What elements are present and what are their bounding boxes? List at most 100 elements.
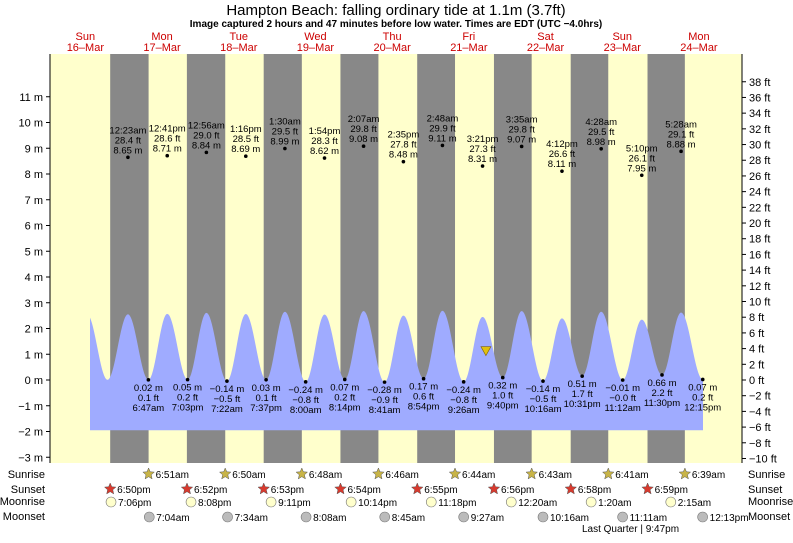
sunset-time: 6:52pm [194,485,227,496]
high-tide-time: 2:48am [427,113,459,124]
high-tide-metres: 8.31 m [468,154,497,165]
low-tide-time: 7:03pm [172,403,204,414]
sunrise-time: 6:41am [615,470,648,481]
sunrise-time: 6:48am [309,470,342,481]
high-tide-feet: 29.5 ft [588,127,615,138]
sunrise-icon [448,467,462,480]
low-tide-feet: −0.5 ft [530,394,557,405]
moonset-icon [537,511,549,523]
low-tide-feet: 0.6 ft [413,392,434,403]
high-tide-time: 1:54pm [309,126,341,137]
low-tide-feet: 0.1 ft [256,393,277,404]
right-axis-tick-label: 26 ft [749,171,770,183]
high-tide-time: 3:35am [506,114,538,125]
high-tide-metres: 8.84 m [192,140,221,151]
high-tide-feet: 29.9 ft [429,123,456,134]
sunrise-time: 6:43am [539,470,572,481]
low-tide-point [185,377,190,382]
high-tide-metres: 7.95 m [627,163,656,174]
day-date: 19–Mar [297,42,335,54]
right-axis-tick-label: 6 ft [749,328,764,340]
sunrise-icon [601,467,615,480]
high-tide-time: 3:21pm [467,134,499,145]
low-tide-time: 10:31pm [564,399,601,410]
high-tide-feet: 28.5 ft [233,134,260,145]
high-tide-point [519,144,524,149]
moonrise-time: 1:20am [598,498,631,509]
right-axis-tick-label: 8 ft [749,312,764,324]
high-tide-time: 2:35pm [388,130,420,141]
right-axis-tick-label: −10 ft [749,453,777,465]
low-tide-time: 6:47am [133,403,165,414]
low-tide-point [700,377,705,382]
low-tide-metres: 0.05 m [173,383,202,394]
high-tide-point [283,146,287,151]
high-tide-point [322,156,327,160]
day-name: Wed [304,31,326,43]
high-tide-metres: 8.98 m [587,137,616,148]
left-axis-tick-label: 1 m [25,349,43,361]
moonrise-icon [185,496,197,508]
sunset-icon [334,482,347,495]
left-axis-tick-label: 5 m [25,246,43,258]
right-axis-tick-label: 2 ft [749,359,764,371]
low-tide-feet: 0.1 ft [138,393,159,404]
low-tide-feet: 1.0 ft [492,391,513,402]
high-tide-feet: 28.3 ft [311,136,338,147]
sunset-icon [641,482,654,495]
low-tide-metres: −0.24 m [446,385,481,396]
low-tide-time: 7:22am [211,404,243,415]
low-tide-feet: −0.9 ft [371,395,398,406]
moonrise-time: 2:15am [678,498,711,509]
left-axis-tick-label: 7 m [25,195,43,207]
moonrise-icon [345,496,357,508]
left-axis-tick-label: −3 m [18,452,43,464]
high-tide-point [361,144,366,148]
low-tide-metres: 0.17 m [409,382,438,393]
high-tide-point [639,173,644,178]
low-tide-time: 11:12am [605,403,641,414]
sunset-time: 6:59pm [655,485,688,496]
sunrise-time: 6:46am [385,470,418,481]
low-tide-metres: 0.02 m [134,383,163,394]
day-date: 24–Mar [680,42,718,54]
sunrise-icon [525,467,539,480]
low-tide-metres: −0.14 m [210,384,245,395]
high-tide-point [560,169,564,173]
right-axis-tick-label: −8 ft [749,438,771,450]
moonset-row-label-right: Moonset [748,511,790,523]
high-tide-metres: 9.07 m [507,134,536,145]
high-tide-time: 1:16pm [230,124,262,135]
left-axis-tick-label: 2 m [25,324,43,336]
low-tide-metres: −0.14 m [526,384,561,395]
day-name: Mon [688,31,709,43]
high-tide-feet: 29.5 ft [272,127,299,138]
low-tide-time: 11:30pm [644,398,680,409]
high-tide-point [243,154,248,159]
moonset-time: 8:08am [313,513,346,524]
day-name: Mon [151,31,172,43]
low-tide-feet: 0.2 ft [692,392,713,403]
high-tide-time: 4:12pm [546,139,578,150]
moonrise-row-label-right: Moonrise [748,496,793,508]
moon-phase-label: Last Quarter | 9:47pm [582,524,679,535]
low-tide-time: 9:40pm [487,401,519,412]
high-tide-metres: 8.62 m [310,146,339,157]
moonrise-icon [585,496,597,508]
sunset-time: 6:50pm [117,485,150,496]
low-tide-time: 8:41am [369,405,401,416]
day-date: 17–Mar [143,42,181,54]
moonset-time: 12:13pm [710,513,749,524]
moonset-icon [617,511,628,523]
moonrise-time: 7:06pm [118,498,151,509]
high-tide-feet: 27.8 ft [390,140,417,151]
high-tide-feet: 29.1 ft [668,129,695,140]
high-tide-point [401,159,406,164]
day-name: Sun [612,31,632,43]
day-date: 21–Mar [450,42,488,54]
high-tide-metres: 8.48 m [389,150,418,161]
high-tide-feet: 29.8 ft [508,124,535,135]
sunrise-icon [295,467,309,480]
day-date: 16–Mar [67,42,105,54]
